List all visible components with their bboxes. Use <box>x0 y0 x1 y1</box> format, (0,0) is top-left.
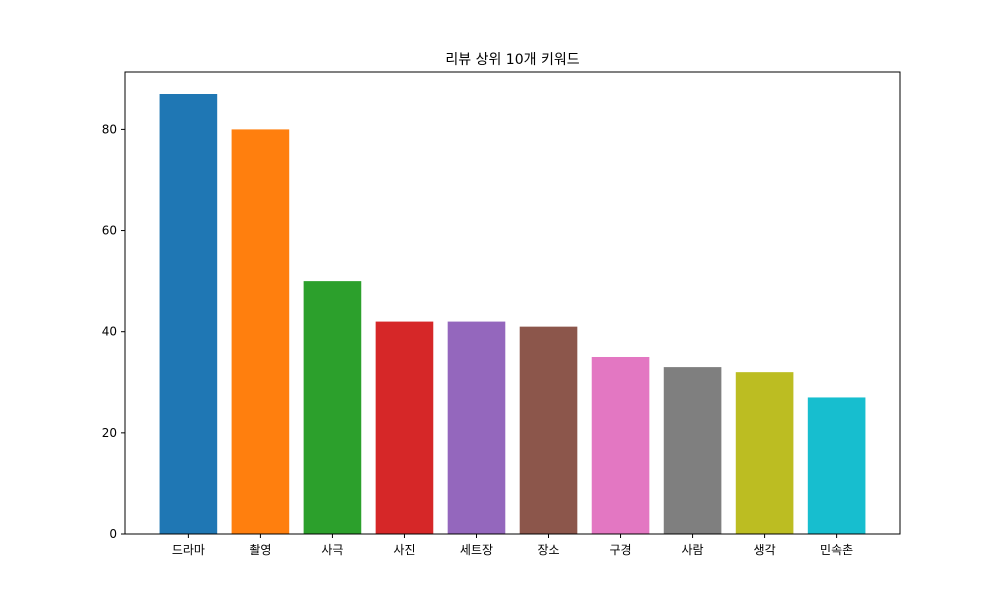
x-tick-label: 촬영 <box>249 543 271 557</box>
bars-layer <box>159 94 866 535</box>
bar-5 <box>447 321 506 534</box>
bar-1 <box>159 94 218 534</box>
x-tick-label: 드라마 <box>172 543 205 557</box>
bar-8 <box>663 367 722 534</box>
bar-6 <box>519 326 578 534</box>
bar-3 <box>303 281 362 534</box>
plot-frame <box>124 71 901 535</box>
bar-4 <box>375 321 434 534</box>
y-tick-label: 60 <box>102 224 117 238</box>
bar-9 <box>735 372 794 534</box>
y-tick-label: 0 <box>109 527 117 541</box>
y-tick-label: 20 <box>102 426 117 440</box>
x-tick-label: 사극 <box>321 543 343 557</box>
x-tick-label: 세트장 <box>460 543 493 557</box>
y-tick-label: 40 <box>102 325 117 339</box>
x-tick-label: 민속촌 <box>820 543 853 557</box>
bar-2 <box>231 129 290 535</box>
x-tick-label: 구경 <box>609 543 631 557</box>
x-tick-label: 사진 <box>393 543 415 557</box>
y-axis-ticks: 0 20 40 60 80 <box>102 122 125 541</box>
bar-10 <box>807 397 866 534</box>
chart-title: 리뷰 상위 10개 키워드 <box>445 52 579 68</box>
bar-7 <box>591 356 650 534</box>
y-tick-label: 80 <box>102 122 117 136</box>
x-tick-label: 사람 <box>682 543 704 557</box>
x-tick-label: 생각 <box>754 543 776 557</box>
x-axis-ticks: 드라마 촬영 사극 사진 세트장 장소 구경 사람 생각 민속촌 <box>172 534 853 557</box>
x-tick-label: 장소 <box>537 543 559 557</box>
